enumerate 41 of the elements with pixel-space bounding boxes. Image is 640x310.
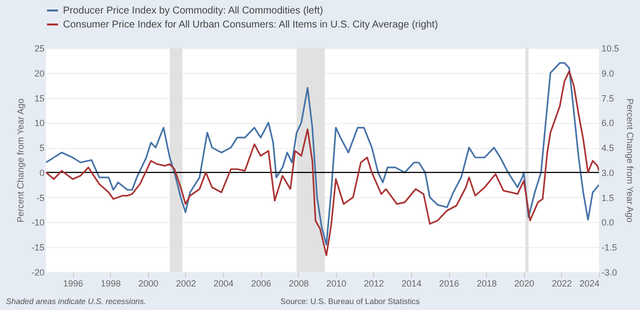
x-tick-label: 2018: [476, 278, 497, 288]
y2-tick-label: 0.0: [602, 218, 614, 228]
x-tick-label: 2010: [326, 278, 346, 288]
x-tick-label: 2008: [288, 278, 309, 288]
x-tick-label: 1998: [100, 278, 121, 288]
x-tick-label: 2022: [552, 278, 572, 288]
y2-tick-label: 4.5: [602, 143, 614, 154]
x-tick-label: 2000: [138, 278, 158, 288]
x-tick-label: 2012: [364, 278, 384, 288]
y-tick-label: 0: [39, 168, 44, 178]
x-tick-label: 2002: [176, 278, 196, 288]
legend-label: Producer Price Index by Commodity: All Commodities (left): [63, 6, 324, 16]
y-tick-label: -5: [36, 192, 44, 203]
y2-tick-label: 6.0: [602, 118, 614, 128]
y-tick-label: -20: [31, 268, 44, 278]
x-tick-label: 2014: [402, 278, 422, 288]
x-tick-label: 2020: [514, 278, 534, 288]
source-note: Source: U.S. Bureau of Labor Statistics: [280, 297, 420, 306]
x-tick-label: 1996: [63, 278, 84, 288]
x-tick-label: 2024: [579, 278, 600, 288]
y-axis-title: Percent Change from Year Ago: [15, 98, 26, 223]
y2-tick-label: 3.0: [602, 168, 614, 178]
y2-axis-title: Percent Change from Year Ago: [625, 98, 636, 223]
y-tick-label: 15: [34, 93, 44, 104]
y2-tick-label: 1.5: [602, 192, 614, 203]
x-tick-label: 2006: [251, 278, 272, 288]
y2-tick-label: -1.5: [602, 242, 618, 253]
legend-label: Consumer Price Index for All Urban Consumers: All Items in U.S. City Average (right): [63, 20, 438, 30]
x-tick-label: 2004: [214, 278, 234, 288]
y-tick-label: 10: [34, 118, 44, 128]
text: Shaded areas indicate U.S. recessions.: [6, 297, 146, 306]
y-tick-label: -10: [31, 218, 44, 228]
y-tick-label: -15: [31, 242, 44, 253]
x-tick-label: 2016: [439, 278, 460, 288]
y2-tick-label: 10.5: [602, 44, 620, 54]
y2-tick-label: 7.5: [602, 93, 614, 104]
y-tick-label: 20: [34, 68, 44, 78]
y-tick-label: 5: [39, 143, 44, 154]
y2-tick-label: 9.0: [602, 68, 614, 78]
y2-tick-label: -3.0: [602, 268, 618, 278]
y-tick-label: 25: [34, 44, 44, 54]
